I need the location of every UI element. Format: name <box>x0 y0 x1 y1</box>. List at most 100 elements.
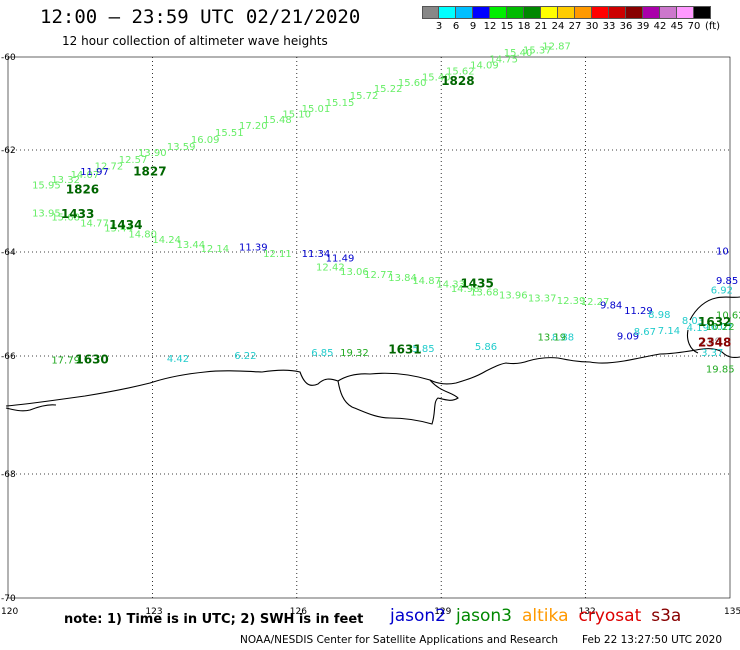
wave-height-value: 11.97 <box>80 167 109 178</box>
color-swatch <box>626 6 643 19</box>
wave-height-value: 15.51 <box>215 128 244 139</box>
wave-height-value: 9.09 <box>617 331 639 342</box>
color-swatch <box>490 6 507 19</box>
wave-height-value: 15.68 <box>51 212 80 223</box>
wave-height-value: 8.67 <box>634 327 656 338</box>
wave-height-value: 15.44 <box>104 224 133 235</box>
wave-height-value: 8.03 <box>682 316 704 327</box>
wave-height-value: 12.11 <box>263 249 292 260</box>
color-scale-labels: 3 6 9 12 15 18 21 24 27 30 33 36 39 42 45 70 <box>422 21 740 33</box>
wave-height-value: 15.37 <box>523 45 552 56</box>
pass-time-label: 1433 <box>61 207 94 221</box>
pass-time-labels: 1826 1827 1828 1433 1434 1435 1630 1631 1632 2348 <box>61 74 731 367</box>
color-scale-label: 6 <box>452 21 460 32</box>
wave-height-value: 11.49 <box>326 253 355 264</box>
color-scale-label: 18 <box>517 21 531 32</box>
color-scale-label: 3 <box>435 21 443 32</box>
wave-height-value: 14.98 <box>451 284 480 295</box>
satellite-name: s3a <box>651 606 682 626</box>
color-scale-label: 21 <box>534 21 548 32</box>
wave-height-value: 8.98 <box>648 310 670 321</box>
latitude-label: -60 <box>1 53 16 63</box>
wave-height-value: 13.19 <box>537 332 566 343</box>
satellite-name: altika <box>522 606 569 626</box>
color-swatch <box>439 6 456 19</box>
wave-height-value: 12.42 <box>316 263 345 274</box>
pass-time-label: 1827 <box>133 165 166 179</box>
longitude-label: 123 <box>145 607 162 617</box>
wave-height-value: 14.80 <box>128 230 157 241</box>
latitude-label: -70 <box>1 594 16 604</box>
wave-height-value: 6.22 <box>234 351 256 362</box>
color-swatch <box>677 6 694 19</box>
wave-height-value: 11.39 <box>239 242 268 253</box>
color-scale-label: 15 <box>500 21 514 32</box>
color-scale-label: 9 <box>469 21 477 32</box>
map-frame <box>7 56 731 599</box>
footer-note: note: 1) Time is in UTC; 2) SWH is in fe… <box>64 612 364 627</box>
pass-time-label: 2348 <box>698 336 731 350</box>
pass-time-label: 1826 <box>66 182 99 196</box>
wave-height-value: 13.06 <box>340 267 369 278</box>
color-swatch <box>609 6 626 19</box>
wave-height-value: 15.15 <box>326 98 355 109</box>
credit-text: NOAA/NESDIS Center for Satellite Applica… <box>240 634 558 646</box>
wave-height-value: 10.62 <box>716 311 740 322</box>
wave-height-value: 12.72 <box>95 161 124 172</box>
wave-height-value: 13.68 <box>470 288 499 299</box>
wave-height-value: 4.19 <box>687 323 709 334</box>
color-scale-label: 24 <box>551 21 565 32</box>
color-swatch <box>456 6 473 19</box>
wave-height-value: 13.32 <box>51 175 80 186</box>
wave-height-value: 15.10 <box>282 109 311 120</box>
longitude-label: 132 <box>579 607 596 617</box>
wave-height-value: 14.24 <box>152 235 181 246</box>
wave-height-value: 13.96 <box>499 290 528 301</box>
color-scale-label: 70 <box>687 21 701 32</box>
wave-height-value: 12.77 <box>364 270 393 281</box>
wave-height-value: 10 <box>716 247 729 258</box>
wave-height-value: 5.86 <box>475 342 497 353</box>
wave-height-value: 15.62 <box>446 67 475 78</box>
graticule: 120 123 126 129 132 135 -60 -62 -64 -66 -68 -70 <box>1 53 740 617</box>
color-swatch <box>575 6 592 19</box>
wave-height-value: 4.42 <box>167 354 189 365</box>
pass-time-label: 1630 <box>75 353 108 367</box>
map-subtitle: 12 hour collection of altimeter wave hei… <box>62 34 328 48</box>
wave-height-value: 13.95 <box>32 208 61 219</box>
color-swatch <box>524 6 541 19</box>
wave-height-value: 10.22 <box>706 322 735 333</box>
wave-height-value: 6.07 <box>711 322 733 333</box>
wave-height-value: 13.59 <box>167 142 196 153</box>
pass-time-label: 1435 <box>460 276 493 290</box>
wave-height-value: 15.48 <box>263 115 292 126</box>
wave-height-value: 15.22 <box>374 84 403 95</box>
wave-height-value: 6.85 <box>311 348 333 359</box>
wave-height-value: 6.92 <box>711 286 733 297</box>
pass-time-label: 1631 <box>388 342 421 356</box>
color-swatch <box>507 6 524 19</box>
color-swatch <box>660 6 677 19</box>
color-scale-label: 45 <box>670 21 684 32</box>
wave-height-value: 13.90 <box>138 148 167 159</box>
satellite-name: jason2 <box>390 606 446 626</box>
coastline-inlet <box>337 379 459 425</box>
wave-height-value: 12.39 <box>557 296 586 307</box>
satellite-name: jason3 <box>456 606 512 626</box>
longitude-label: 126 <box>290 607 307 617</box>
wave-height-value: 16.09 <box>191 135 220 146</box>
color-swatch <box>473 6 490 19</box>
wave-height-value: 11.29 <box>624 306 653 317</box>
wave-height-value: 15.60 <box>398 78 427 89</box>
latitude-label: -68 <box>1 470 16 480</box>
coastline-bay <box>5 404 57 412</box>
coastline-peninsula <box>686 296 740 354</box>
coastline <box>5 296 740 425</box>
wave-height-value: 14.07 <box>71 170 100 181</box>
color-scale-label: 33 <box>602 21 616 32</box>
wave-height-value: 15.72 <box>350 91 379 102</box>
wave-height-value: 19.85 <box>706 365 735 376</box>
color-scale-label: 27 <box>568 21 582 32</box>
color-scale-label: 30 <box>585 21 599 32</box>
